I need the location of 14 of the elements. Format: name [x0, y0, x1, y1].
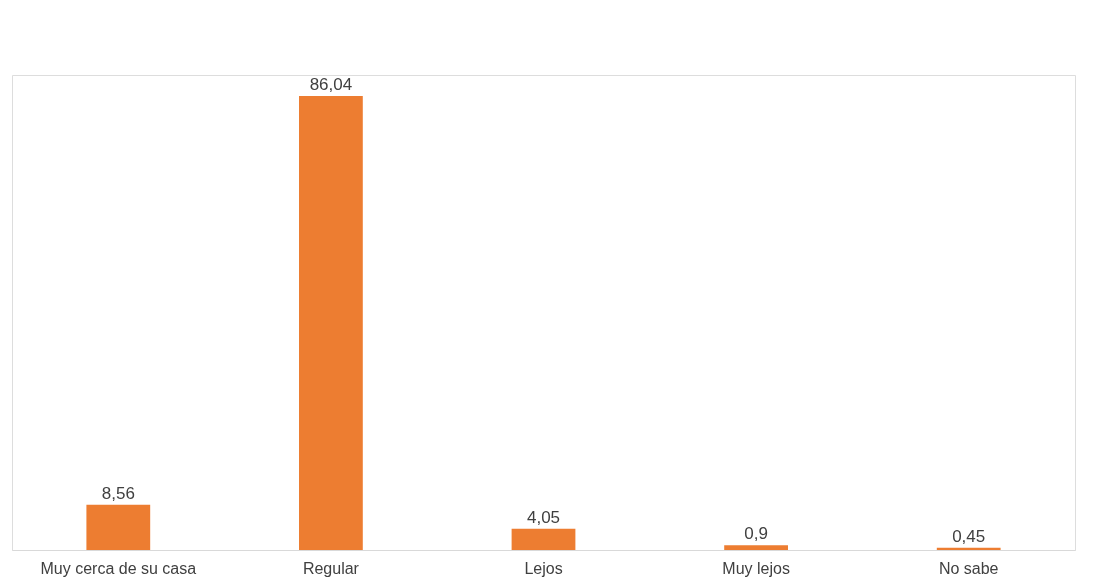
x-tick-label: Regular [302, 559, 360, 577]
data-label: 8,56 [101, 483, 135, 503]
data-label: 86,04 [309, 74, 353, 94]
x-tick-label: Muy cerca de su casa [40, 559, 197, 577]
bar [299, 95, 363, 550]
bar [511, 528, 576, 550]
x-tick-label: No sabe [938, 559, 999, 577]
bar [724, 545, 788, 550]
x-tick-label: Lejos [524, 559, 563, 577]
data-label: 0,9 [744, 524, 768, 544]
data-label: 4,05 [526, 507, 561, 527]
bar [86, 504, 151, 550]
data-label: 0,45 [952, 526, 986, 546]
x-tick-label: Muy lejos [722, 559, 790, 577]
